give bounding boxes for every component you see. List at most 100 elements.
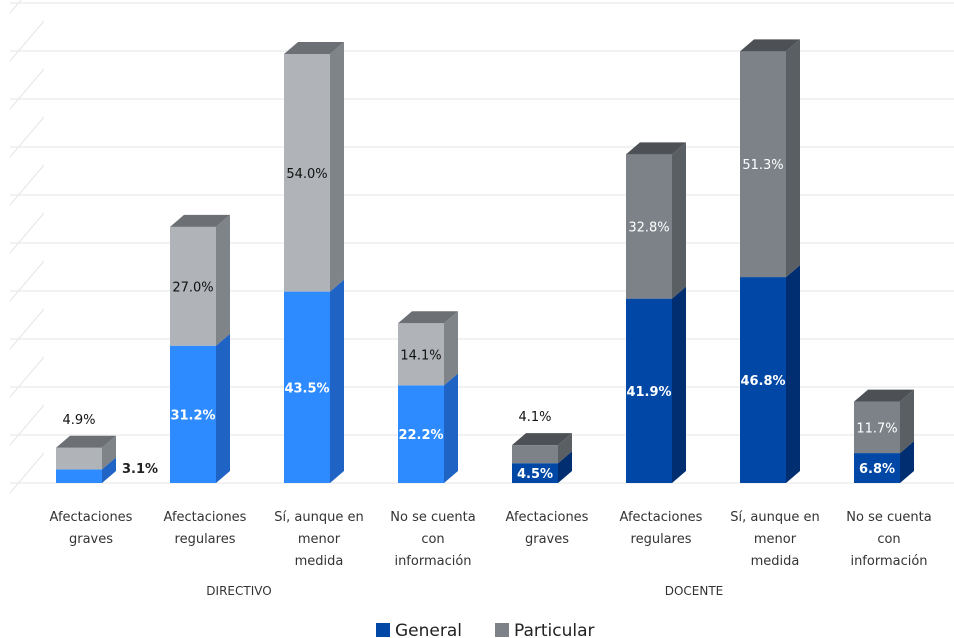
category-label-docente-4-line-1: No se cuenta: [846, 510, 931, 525]
gridline-depth: [9, 116, 45, 158]
gridline-depth: [9, 0, 22, 14]
category-label-docente-2-line-1: Afectaciones: [620, 510, 703, 525]
value-label-particular-directivo-2: 27.0%: [172, 280, 213, 295]
bar-top-directivo-4: [398, 311, 458, 324]
category-label-directivo-4-line-2: con: [421, 532, 444, 547]
gridline-depth: [9, 20, 45, 62]
category-label-docente-3-line-1: Sí, aunque en: [730, 510, 819, 525]
bar-general-docente-3: [740, 277, 786, 483]
bar-particular-directivo-4: [398, 323, 444, 386]
gridline-depth: [9, 164, 45, 206]
bar-general-docente-1: [512, 463, 558, 483]
bar-particular-docente-2: [626, 154, 672, 299]
bar-top-docente-4: [854, 389, 914, 402]
bar-particular-docente-3: [740, 51, 786, 278]
bar-general-side-docente-1: [558, 451, 572, 483]
category-label-directivo-1-line-1: Afectaciones: [50, 510, 133, 525]
bar-particular-side-directivo-4: [444, 311, 458, 386]
category-label-directivo-2-line-2: regulares: [175, 532, 236, 547]
group-label-docente: DOCENTE: [665, 584, 724, 598]
value-label-general-docente-1: 4.5%: [517, 467, 553, 482]
bar-particular-docente-1: [512, 445, 558, 464]
category-label-directivo-1-line-2: graves: [69, 532, 113, 547]
gridline-depth: [9, 212, 45, 254]
bar-top-docente-1: [512, 433, 572, 446]
bar-particular-side-docente-4: [900, 389, 914, 454]
category-label-directivo-4-line-1: No se cuenta: [390, 510, 475, 525]
legend-label-general: General: [395, 621, 462, 638]
bar-general-side-docente-3: [786, 265, 800, 483]
gridline-depth: [9, 308, 45, 350]
category-label-directivo-4-line-3: información: [394, 554, 471, 569]
category-label-directivo-3-line-2: menor: [298, 532, 341, 547]
bar-general-side-directivo-1: [102, 457, 116, 483]
category-label-docente-1-line-1: Afectaciones: [506, 510, 589, 525]
legend-swatch-particular: [495, 623, 509, 637]
value-label-general-directivo-3: 43.5%: [284, 381, 329, 396]
bar-particular-side-docente-2: [672, 142, 686, 299]
value-label-general-directivo-2: 31.2%: [170, 408, 215, 423]
legend-swatch-general: [376, 623, 390, 637]
category-label-docente-1-line-2: graves: [525, 532, 569, 547]
legend-label-particular: Particular: [514, 621, 595, 638]
value-labels: 3.1% 4.9% 31.2% 27.0% 43.5% 54.0% 22.2% 14.1% 4.…: [62, 158, 897, 482]
category-labels: Afectaciones graves Afectaciones regulares S…: [50, 510, 932, 569]
gridline-depth: [9, 452, 45, 494]
group-labels: DIRECTIVO DOCENTE: [206, 584, 723, 598]
bar-top-directivo-3: [284, 42, 344, 54]
bar-general-docente-2: [626, 298, 672, 483]
legend: General Particular: [376, 621, 595, 638]
bar-general-docente-4: [854, 453, 900, 483]
bars: [56, 39, 914, 483]
bar-general-side-docente-2: [672, 286, 686, 483]
category-label-docente-2-line-2: regulares: [631, 532, 692, 547]
bar-general-directivo-2: [170, 345, 216, 483]
bar-general-directivo-3: [284, 291, 330, 483]
value-label-particular-directivo-4: 14.1%: [400, 348, 441, 363]
value-label-particular-docente-3: 51.3%: [742, 158, 783, 173]
category-label-directivo-3-line-3: medida: [295, 554, 344, 569]
bar-particular-directivo-1: [56, 447, 102, 470]
bar-general-side-directivo-3: [330, 279, 344, 483]
bar-top-directivo-1: [56, 435, 116, 448]
bar-general-directivo-1: [56, 469, 102, 483]
gridline-depth: [9, 260, 45, 302]
bar-general-side-directivo-4: [444, 373, 458, 483]
value-label-general-docente-4: 6.8%: [859, 462, 895, 477]
bar-particular-side-docente-3: [786, 39, 800, 278]
gridline-depth: [9, 356, 45, 398]
bar-particular-docente-4: [854, 401, 900, 454]
bar-particular-directivo-2: [170, 226, 216, 346]
bar-top-directivo-2: [170, 214, 230, 227]
value-label-general-directivo-4: 22.2%: [398, 428, 443, 443]
value-label-particular-docente-1: 4.1%: [518, 410, 551, 425]
category-label-docente-3-line-2: menor: [754, 532, 797, 547]
value-label-particular-directivo-3: 54.0%: [286, 167, 327, 182]
category-label-directivo-3-line-1: Sí, aunque en: [274, 510, 363, 525]
bar-top-docente-3: [740, 39, 800, 52]
value-label-general-directivo-1: 3.1%: [122, 462, 158, 477]
bar-particular-directivo-3: [284, 54, 330, 292]
bar-top-docente-2: [626, 142, 686, 155]
bar-general-side-directivo-2: [216, 333, 230, 483]
bar-particular-side-directivo-1: [102, 435, 116, 470]
gridlines: [9, 0, 954, 494]
category-label-directivo-2-line-1: Afectaciones: [164, 510, 247, 525]
value-label-particular-docente-4: 11.7%: [856, 421, 897, 436]
category-label-docente-4-line-2: con: [877, 532, 900, 547]
category-label-docente-3-line-3: medida: [751, 554, 800, 569]
bar-particular-side-directivo-2: [216, 214, 230, 346]
value-label-general-docente-3: 46.8%: [740, 374, 785, 389]
value-label-general-docente-2: 41.9%: [626, 385, 671, 400]
gridline-depth: [9, 68, 45, 110]
category-label-docente-4-line-3: información: [850, 554, 927, 569]
bar-general-directivo-4: [398, 385, 444, 483]
bar-particular-side-docente-1: [558, 433, 572, 464]
gridline-depth: [9, 404, 45, 446]
value-label-particular-docente-2: 32.8%: [628, 220, 669, 235]
value-label-particular-directivo-1: 4.9%: [62, 413, 95, 428]
bar-particular-side-directivo-3: [330, 42, 344, 292]
group-label-directivo: DIRECTIVO: [206, 584, 271, 598]
bar-general-side-docente-4: [900, 441, 914, 483]
